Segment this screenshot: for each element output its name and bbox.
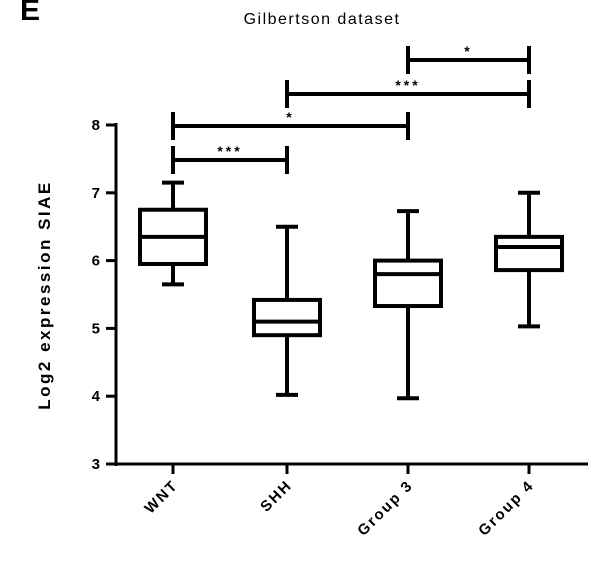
y-tick-label-8: 8 [92,117,100,134]
y-axis-label: Log2 expression SIAE [35,180,54,410]
y-tick-label-6: 6 [92,253,100,270]
panel-letter: E [20,0,40,27]
significance-label-3: * [464,43,472,59]
x-tick-label-1: SHH [257,477,296,516]
y-tick-label-4: 4 [92,388,101,405]
y-tick-label-5: 5 [92,320,100,337]
x-tick-label-2: Group 3 [354,477,417,540]
box-2 [373,258,443,309]
significance-label-0: *** [217,143,242,159]
significance-label-2: *** [395,77,420,93]
chart-title: Gilbertson dataset [244,11,401,28]
y-tick-label-7: 7 [92,185,100,202]
x-tick-label-0: WNT [141,477,181,517]
significance-label-1: * [286,109,294,125]
y-tick-label-3: 3 [92,456,100,473]
box-1 [252,297,322,338]
x-tick-label-3: Group 4 [475,477,538,540]
box-3 [494,234,564,273]
